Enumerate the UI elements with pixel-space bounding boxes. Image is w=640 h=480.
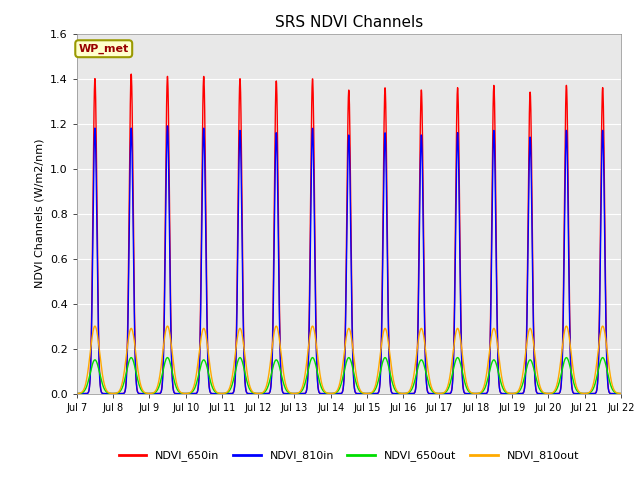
NDVI_810out	[282, 380, 289, 386]
NDVI_650out	[599, 355, 607, 360]
NDVI_810in	[305, 327, 313, 333]
Text: WP_met: WP_met	[79, 44, 129, 54]
NDVI_810in	[168, 349, 175, 355]
NDVI_810out	[167, 341, 175, 347]
NDVI_650in	[282, 391, 289, 396]
NDVI_810out	[617, 391, 625, 396]
NDVI_650in	[548, 391, 556, 396]
NDVI_650out	[167, 364, 175, 370]
NDVI_810in	[282, 391, 289, 396]
Y-axis label: NDVI Channels (W/m2/nm): NDVI Channels (W/m2/nm)	[35, 139, 44, 288]
NDVI_650in	[305, 315, 313, 321]
NDVI_810in	[135, 391, 143, 396]
NDVI_650in	[135, 391, 143, 396]
NDVI_810out	[135, 373, 143, 379]
NDVI_650out	[135, 381, 143, 387]
Line: NDVI_650in: NDVI_650in	[77, 74, 621, 394]
NDVI_650in	[127, 71, 135, 77]
Line: NDVI_650out: NDVI_650out	[77, 358, 621, 394]
NDVI_810out	[599, 323, 607, 329]
NDVI_810in	[548, 391, 556, 396]
NDVI_810out	[607, 372, 614, 378]
NDVI_810out	[548, 390, 556, 396]
NDVI_810in	[607, 391, 614, 396]
NDVI_810in	[617, 391, 625, 396]
NDVI_650in	[73, 391, 81, 396]
Title: SRS NDVI Channels: SRS NDVI Channels	[275, 15, 423, 30]
NDVI_650out	[548, 390, 556, 396]
NDVI_650out	[607, 381, 614, 387]
NDVI_650out	[282, 385, 289, 391]
NDVI_810in	[164, 123, 172, 129]
Line: NDVI_810in: NDVI_810in	[77, 126, 621, 394]
NDVI_650out	[73, 391, 81, 396]
Line: NDVI_810out: NDVI_810out	[77, 326, 621, 394]
NDVI_650in	[607, 391, 614, 396]
NDVI_810out	[305, 340, 313, 346]
NDVI_650out	[305, 364, 313, 370]
NDVI_650in	[168, 341, 175, 347]
Legend: NDVI_650in, NDVI_810in, NDVI_650out, NDVI_810out: NDVI_650in, NDVI_810in, NDVI_650out, NDV…	[114, 446, 584, 466]
NDVI_650in	[617, 391, 625, 396]
NDVI_810in	[73, 391, 81, 396]
NDVI_650out	[617, 391, 625, 396]
NDVI_810out	[73, 391, 81, 396]
